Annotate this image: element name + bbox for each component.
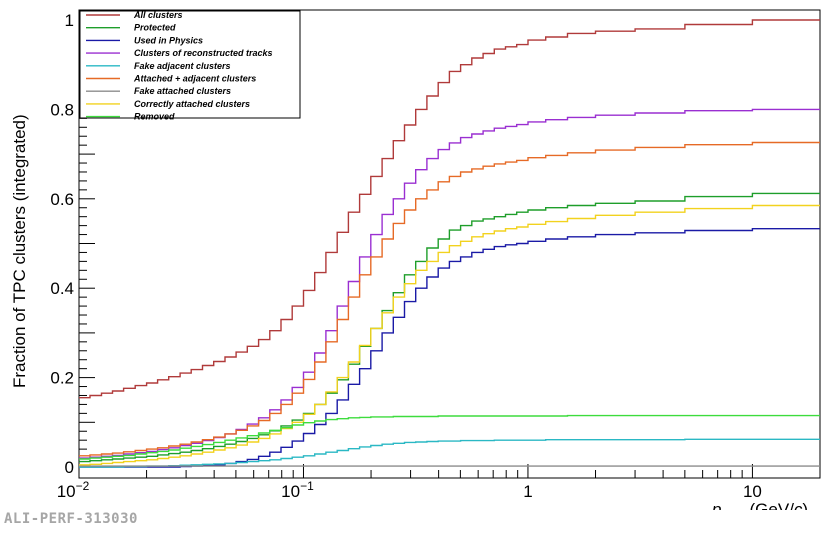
plot-area: 0 0.2 0.4 0.6 0.8 1 10−2 10−1 1 10 Fraction of T… [10, 9, 821, 510]
series-line-4 [79, 438, 820, 468]
series-line-8 [79, 414, 820, 460]
y-tick-label: 0.4 [50, 279, 74, 298]
series-line-0 [79, 19, 820, 399]
y-tick-label: 0.6 [50, 190, 74, 209]
series-line-2 [79, 228, 820, 468]
series-line-3 [79, 108, 820, 459]
legend-label: Used in Physics [134, 35, 203, 45]
y-tick-label: 0.8 [50, 100, 74, 119]
legend-label: Attached + adjacent clusters [133, 74, 256, 84]
y-tick-label: 1 [65, 11, 74, 30]
legend-box [79, 10, 301, 119]
x-tick-label: 10 [743, 482, 762, 501]
series-line-1 [79, 192, 820, 463]
x-axis-title: pTmc (GeV/c) [711, 500, 808, 510]
legend-label: Protected [134, 23, 176, 33]
series-line-5 [79, 141, 820, 457]
y-tick-label: 0 [65, 458, 74, 477]
y-tick-labels: 0 0.2 0.4 0.6 0.8 1 [50, 11, 74, 477]
series-layer [79, 19, 820, 468]
y-axis-title: Fraction of TPC clusters (integrated) [10, 114, 29, 388]
legend-label: Clusters of reconstructed tracks [134, 48, 273, 58]
legend-label: All clusters [133, 10, 183, 20]
legend-label: Correctly attached clusters [134, 99, 250, 109]
x-tick-label: 10−2 [57, 479, 90, 501]
figure-id: ALI-PERF-313030 [4, 511, 138, 527]
legend-label: Fake attached clusters [134, 86, 231, 96]
y-tick-label: 0.2 [50, 369, 74, 388]
legend-label: Removed [134, 112, 175, 122]
x-tick-label: 1 [523, 482, 532, 501]
legend: All clusters Protected Used in Physics Clus… [79, 10, 301, 122]
x-tick-labels: 10−2 10−1 1 10 [57, 479, 762, 501]
legend-label: Fake adjacent clusters [134, 61, 231, 71]
series-line-7 [79, 204, 820, 466]
x-tick-label: 10−1 [281, 479, 314, 501]
